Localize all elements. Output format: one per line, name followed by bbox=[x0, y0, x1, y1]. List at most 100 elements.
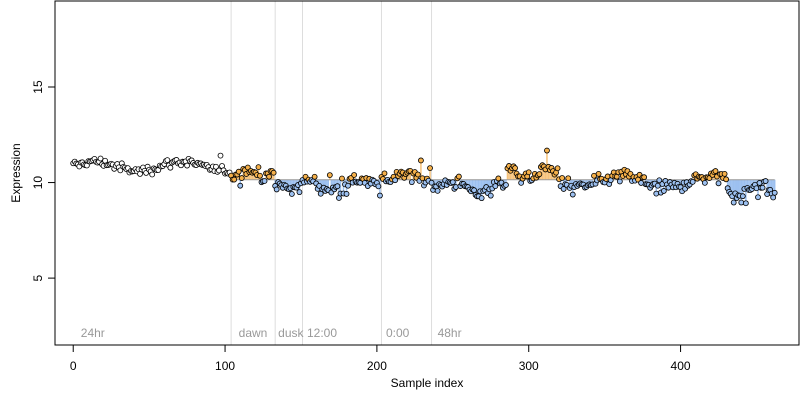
data-point bbox=[452, 184, 459, 190]
deviation-bar bbox=[770, 179, 773, 194]
data-point bbox=[261, 178, 268, 184]
data-point bbox=[723, 176, 730, 183]
data-point bbox=[492, 183, 499, 190]
data-point bbox=[266, 173, 272, 180]
deviation-bar bbox=[544, 169, 547, 180]
data-point bbox=[478, 195, 485, 202]
data-point bbox=[235, 168, 242, 175]
deviation-bar bbox=[511, 168, 513, 180]
deviation-bar bbox=[326, 179, 328, 190]
data-point bbox=[712, 168, 719, 174]
deviation-bar bbox=[570, 179, 572, 186]
data-point bbox=[771, 189, 778, 196]
deviation-bar bbox=[740, 179, 743, 203]
deviation-bar bbox=[772, 179, 774, 198]
data-point bbox=[311, 173, 318, 180]
deviation-bar bbox=[506, 168, 509, 180]
data-point bbox=[689, 178, 696, 185]
data-point bbox=[184, 162, 190, 169]
deviation-bar bbox=[485, 179, 487, 188]
deviation-bar bbox=[745, 179, 747, 204]
deviation-bar bbox=[248, 172, 251, 180]
data-point bbox=[471, 187, 477, 194]
deviation-bar bbox=[731, 179, 733, 197]
x-tick-label: 200 bbox=[367, 359, 387, 373]
deviation-bar bbox=[748, 179, 750, 190]
data-point bbox=[273, 186, 280, 193]
data-point bbox=[536, 171, 543, 178]
data-point bbox=[97, 155, 104, 162]
data-point bbox=[217, 152, 224, 159]
deviation-bar bbox=[433, 179, 436, 187]
data-point bbox=[569, 191, 576, 198]
data-point bbox=[257, 172, 263, 179]
deviation-bar bbox=[272, 172, 275, 180]
deviation-bar bbox=[265, 173, 267, 180]
deviation-bar bbox=[335, 179, 337, 187]
deviation-bar bbox=[409, 170, 412, 180]
data-point bbox=[595, 171, 602, 177]
deviation-bar bbox=[743, 179, 746, 189]
data-point bbox=[375, 183, 382, 190]
data-point bbox=[503, 182, 509, 188]
x-axis-label: Sample index bbox=[391, 376, 464, 390]
deviation-bar bbox=[327, 179, 330, 191]
deviation-bar bbox=[253, 171, 255, 180]
data-point bbox=[755, 194, 761, 201]
data-point bbox=[167, 164, 174, 171]
data-point bbox=[231, 176, 238, 183]
deviation-bar bbox=[746, 179, 749, 188]
region-annotation: 0:00 bbox=[386, 326, 410, 340]
deviation-bar bbox=[473, 179, 475, 191]
data-point bbox=[653, 190, 660, 197]
data-points bbox=[70, 147, 778, 207]
data-point bbox=[544, 147, 550, 154]
data-point bbox=[326, 172, 333, 178]
data-point bbox=[739, 193, 746, 200]
region-annotations: 24hr dawn dusk 12:00 0:00 48hr bbox=[81, 326, 462, 340]
deviation-bar bbox=[470, 179, 472, 192]
deviation-bar bbox=[471, 179, 474, 190]
deviation-bar bbox=[271, 171, 273, 180]
deviation-bar bbox=[318, 179, 320, 186]
deviation-bar bbox=[467, 179, 469, 188]
y-tick-label: 10 bbox=[31, 176, 45, 190]
deviation-bar bbox=[455, 179, 457, 188]
deviation-bar bbox=[476, 179, 478, 197]
deviation-bar bbox=[726, 179, 729, 189]
x-tick-label: 0 bbox=[70, 359, 77, 373]
data-point bbox=[742, 200, 749, 207]
deviation-bar bbox=[559, 179, 562, 187]
deviation-bar bbox=[679, 179, 682, 188]
x-axis: 0 100 200 300 400 bbox=[70, 344, 691, 373]
deviation-bar bbox=[512, 166, 515, 180]
data-point bbox=[149, 171, 156, 178]
data-point bbox=[345, 182, 351, 189]
deviation-bar bbox=[367, 179, 369, 187]
deviation-bar bbox=[274, 179, 276, 186]
deviation-bar bbox=[383, 173, 386, 180]
data-point bbox=[418, 157, 424, 164]
data-point bbox=[339, 175, 345, 182]
data-point bbox=[164, 157, 171, 164]
deviation-bar bbox=[294, 179, 296, 188]
deviation-bar bbox=[547, 166, 550, 180]
deviation-bar bbox=[769, 179, 771, 190]
deviation-bar bbox=[250, 170, 252, 180]
data-point bbox=[288, 191, 295, 197]
deviation-bar bbox=[477, 179, 480, 197]
data-point bbox=[641, 174, 648, 181]
region-annotation: dusk bbox=[278, 326, 304, 340]
data-point bbox=[377, 192, 383, 199]
deviation-bar bbox=[347, 179, 349, 186]
data-point bbox=[616, 178, 623, 185]
region-annotation: 48hr bbox=[438, 326, 462, 340]
data-point bbox=[408, 179, 415, 186]
data-point bbox=[565, 175, 572, 182]
deviation-bar bbox=[239, 179, 241, 186]
deviation-bar bbox=[541, 165, 544, 180]
data-point bbox=[296, 189, 303, 196]
deviation-bar bbox=[435, 179, 437, 187]
